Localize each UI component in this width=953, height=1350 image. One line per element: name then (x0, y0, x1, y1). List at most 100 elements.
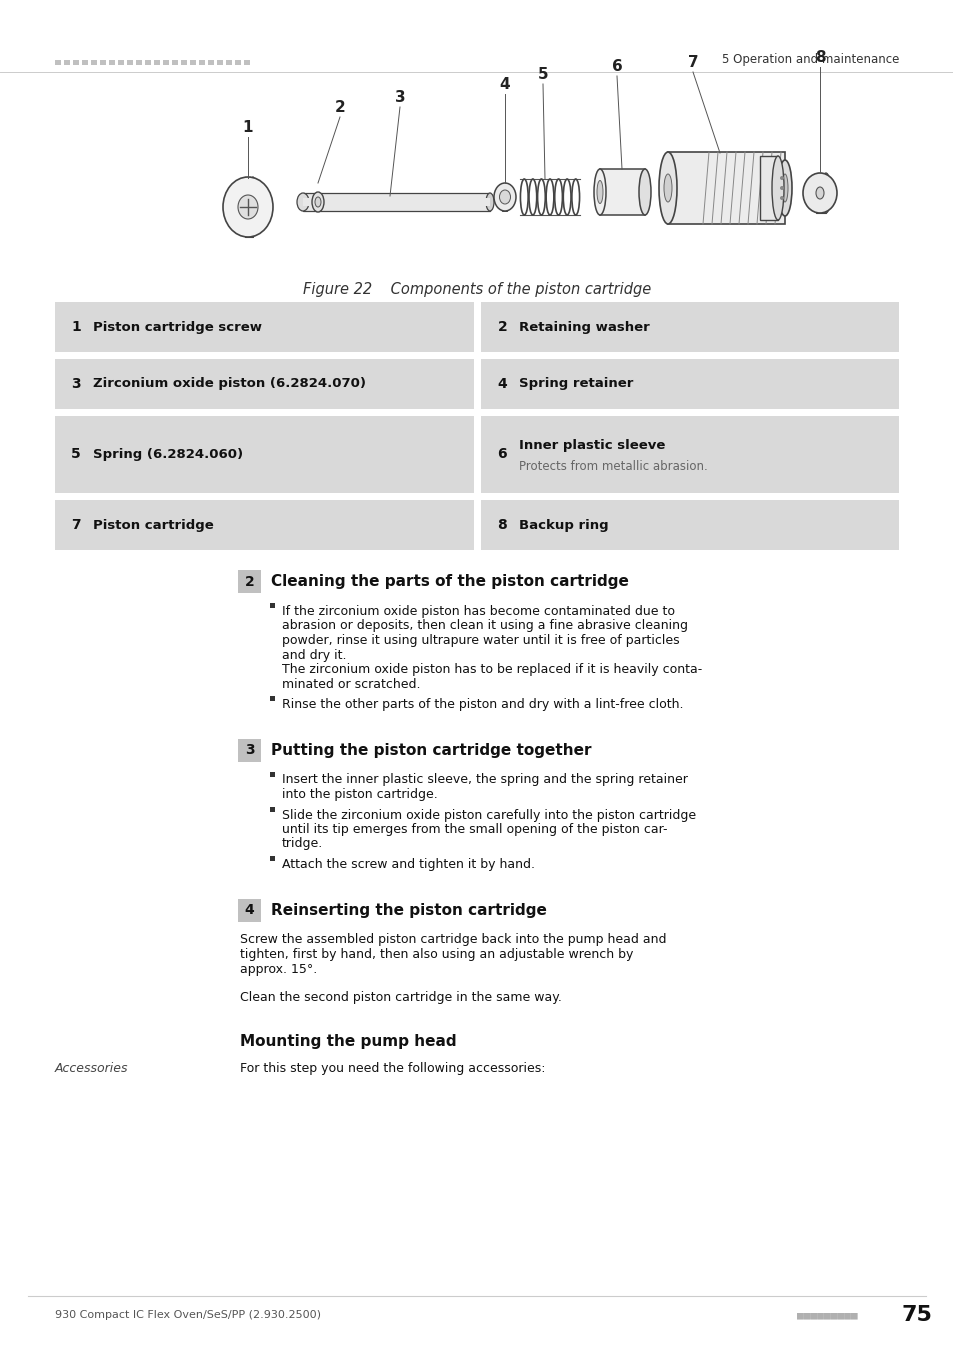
Text: 4: 4 (497, 377, 507, 392)
Text: 5: 5 (537, 68, 548, 82)
Text: 4: 4 (244, 903, 254, 917)
Text: Putting the piston cartridge together: Putting the piston cartridge together (271, 743, 591, 757)
Bar (481, 416, 898, 493)
Ellipse shape (223, 177, 273, 238)
Ellipse shape (781, 174, 787, 202)
Text: Cleaning the parts of the piston cartridge: Cleaning the parts of the piston cartrid… (271, 574, 628, 589)
Ellipse shape (296, 193, 309, 211)
Bar (153, 59, 160, 65)
Bar (216, 59, 223, 65)
Ellipse shape (312, 192, 324, 212)
Bar (270, 771, 274, 776)
Text: 2: 2 (244, 575, 254, 589)
Circle shape (780, 196, 783, 200)
Bar (172, 59, 178, 65)
Text: Protects from metallic abrasion.: Protects from metallic abrasion. (519, 459, 707, 472)
Text: into the piston cartridge.: into the piston cartridge. (282, 788, 437, 801)
Bar (270, 856, 274, 861)
Bar (481, 359, 898, 409)
Text: Zirconium oxide piston (6.2824.070): Zirconium oxide piston (6.2824.070) (92, 378, 366, 390)
Text: 6: 6 (611, 59, 621, 74)
Text: Spring (6.2824.060): Spring (6.2824.060) (92, 448, 243, 460)
Ellipse shape (659, 153, 677, 224)
Bar (163, 59, 169, 65)
Text: 7: 7 (687, 55, 698, 70)
Text: Figure 22    Components of the piston cartridge: Figure 22 Components of the piston cartr… (302, 282, 651, 297)
Bar (760, 157, 778, 220)
Ellipse shape (802, 173, 836, 213)
Text: Screw the assembled piston cartridge back into the pump head and: Screw the assembled piston cartridge bac… (240, 933, 666, 946)
Bar (208, 59, 213, 65)
Ellipse shape (485, 193, 494, 211)
Text: 3: 3 (71, 377, 81, 392)
Bar (199, 59, 205, 65)
Circle shape (780, 186, 783, 190)
Bar (237, 738, 261, 761)
Bar (127, 59, 132, 65)
Text: abrasion or deposits, then clean it using a fine abrasive cleaning: abrasion or deposits, then clean it usin… (282, 620, 687, 633)
Text: 7: 7 (71, 518, 81, 532)
Text: 5: 5 (71, 447, 81, 462)
Bar (226, 59, 232, 65)
Ellipse shape (494, 184, 516, 211)
Ellipse shape (663, 174, 671, 202)
Bar (303, 198, 490, 207)
Bar (244, 59, 250, 65)
Bar (237, 899, 261, 922)
Ellipse shape (594, 169, 605, 215)
Text: 8: 8 (814, 50, 824, 65)
Text: minated or scratched.: minated or scratched. (282, 678, 420, 690)
Bar (667, 153, 784, 224)
Text: If the zirconium oxide piston has become contaminated due to: If the zirconium oxide piston has become… (282, 605, 675, 618)
Text: 75: 75 (901, 1305, 932, 1324)
Bar (181, 59, 187, 65)
Text: and dry it.: and dry it. (282, 648, 346, 662)
Ellipse shape (771, 157, 783, 220)
Bar (599, 169, 644, 215)
Bar (481, 500, 898, 549)
Bar (481, 302, 898, 352)
Bar (64, 59, 70, 65)
Bar (73, 59, 79, 65)
Bar (303, 193, 490, 211)
Ellipse shape (249, 177, 256, 238)
Text: ■■■■■■■■■: ■■■■■■■■■ (796, 1310, 857, 1320)
Bar (55, 416, 474, 493)
Bar (270, 603, 274, 608)
Bar (190, 59, 195, 65)
Bar (82, 59, 88, 65)
Text: tighten, first by hand, then also using an adjustable wrench by: tighten, first by hand, then also using … (240, 948, 633, 961)
Bar (145, 59, 151, 65)
Text: For this step you need the following accessories:: For this step you need the following acc… (240, 1062, 545, 1075)
Text: approx. 15°.: approx. 15°. (240, 963, 317, 976)
Ellipse shape (639, 169, 650, 215)
Text: Inner plastic sleeve: Inner plastic sleeve (519, 439, 665, 452)
Text: Slide the zirconium oxide piston carefully into the piston cartridge: Slide the zirconium oxide piston careful… (282, 809, 696, 822)
Bar (815, 173, 825, 213)
Text: 930 Compact IC Flex Oven/SeS/PP (2.930.2500): 930 Compact IC Flex Oven/SeS/PP (2.930.2… (55, 1310, 320, 1320)
Bar (91, 59, 97, 65)
Ellipse shape (314, 197, 320, 207)
Ellipse shape (815, 188, 823, 198)
Bar (501, 184, 506, 211)
Text: 6: 6 (497, 447, 507, 462)
Text: The zirconium oxide piston has to be replaced if it is heavily conta-: The zirconium oxide piston has to be rep… (282, 663, 701, 676)
Text: Insert the inner plastic sleeve, the spring and the spring retainer: Insert the inner plastic sleeve, the spr… (282, 774, 687, 787)
Bar (245, 177, 253, 238)
Bar (109, 59, 115, 65)
Text: Clean the second piston cartridge in the same way.: Clean the second piston cartridge in the… (240, 991, 561, 1004)
Text: 2: 2 (335, 100, 345, 115)
Text: Retaining washer: Retaining washer (519, 320, 650, 333)
Bar (136, 59, 142, 65)
Text: Mounting the pump head: Mounting the pump head (240, 1034, 456, 1049)
Bar (55, 359, 474, 409)
Bar (118, 59, 124, 65)
Ellipse shape (237, 194, 257, 219)
Ellipse shape (821, 173, 830, 213)
Bar (270, 806, 274, 811)
Text: 5 Operation and maintenance: 5 Operation and maintenance (720, 54, 898, 66)
Text: until its tip emerges from the small opening of the piston car-: until its tip emerges from the small ope… (282, 824, 667, 836)
Bar (55, 59, 61, 65)
Text: 3: 3 (395, 90, 405, 105)
Bar (100, 59, 106, 65)
